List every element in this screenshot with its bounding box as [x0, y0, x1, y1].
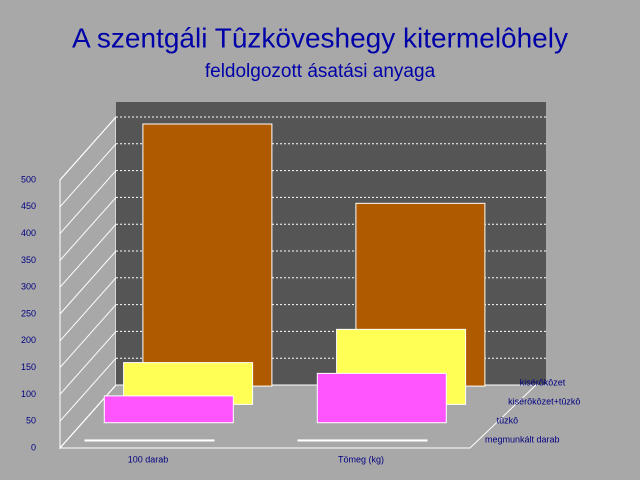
y-tick-label: 350: [21, 255, 36, 265]
bar: [103, 395, 234, 424]
y-tick-label: 450: [21, 201, 36, 211]
y-tick-label: 500: [21, 174, 36, 184]
grid-line: [59, 304, 117, 368]
y-tick-label: 250: [21, 308, 36, 318]
plot: 0 50 100 150 200 250 300 350 400 450 500 100 darab T…: [21, 102, 580, 464]
y-tick-label: 400: [21, 228, 36, 238]
bar: [297, 439, 428, 442]
y-tick-label: 100: [21, 389, 36, 399]
grid-line: [59, 197, 117, 261]
grid-line: [59, 170, 117, 234]
bar: [84, 439, 215, 442]
legend-label: megmunkált darab: [485, 434, 560, 444]
y-tick-label: 200: [21, 335, 36, 345]
chart-title: A szentgáli Tûzköveshegy kitermelôhely: [72, 22, 568, 53]
grid-line: [59, 331, 117, 395]
y-tick-label: 0: [31, 442, 36, 452]
bar: [142, 123, 273, 387]
grid-line: [59, 250, 117, 315]
y-tick-label: 150: [21, 362, 36, 372]
chart-subtitle: feldolgozott ásatási anyaga: [205, 61, 436, 82]
bar: [316, 372, 447, 424]
grid-line: [59, 357, 117, 422]
y-tick-label: 50: [26, 416, 36, 426]
grid-line: [59, 277, 117, 342]
legend-label: tûzkô: [497, 415, 519, 425]
grid-line: [59, 143, 117, 208]
grid-line: [59, 223, 117, 288]
y-tick-label: 300: [21, 282, 36, 292]
legend-label: kisérôkôzet: [520, 377, 566, 387]
grid-line: [59, 116, 117, 181]
legend-label: kisérôkôzet+tûzkô: [508, 396, 580, 406]
x-tick-label: Tömeg (kg): [338, 454, 384, 464]
x-tick-label: 100 darab: [128, 454, 169, 464]
